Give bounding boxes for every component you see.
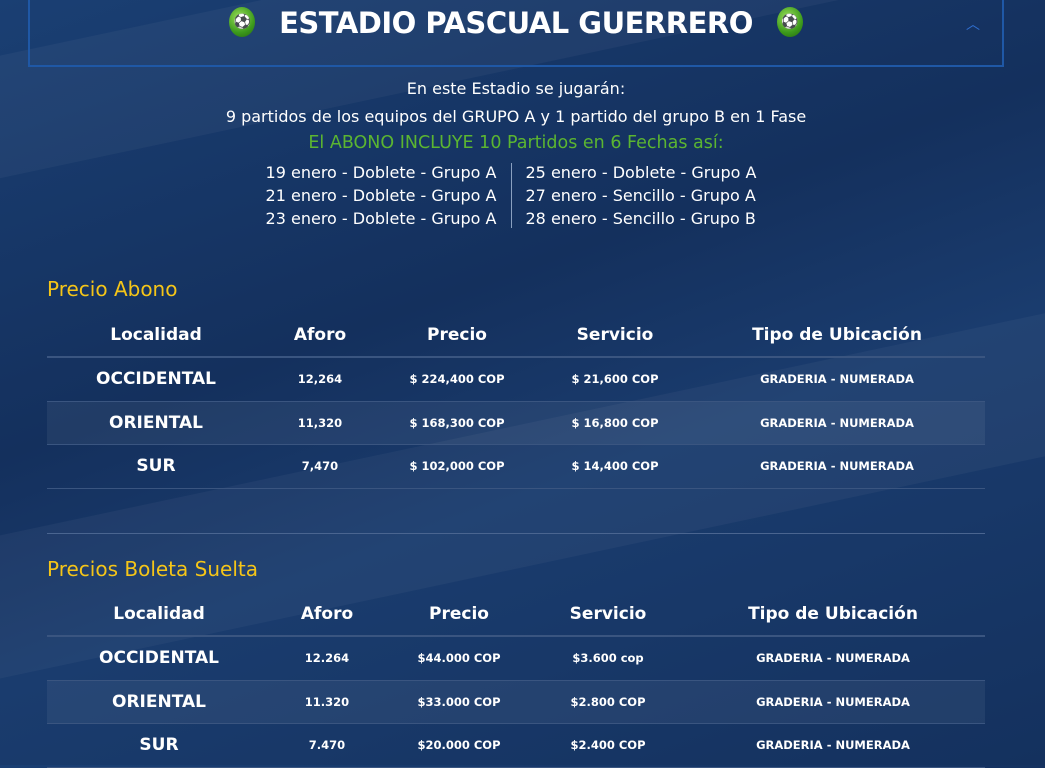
intro-line-1: En este Estadio se jugarán: xyxy=(406,79,626,98)
cell-aforo: 7,470 xyxy=(301,459,339,474)
header-servicio: Servicio xyxy=(569,604,647,624)
section-title-suelta: Precios Boleta Suelta xyxy=(47,557,258,581)
cell-tipo-ubicacion: GRADERIA - NUMERADA xyxy=(760,372,914,387)
cell-aforo: 11,320 xyxy=(297,415,343,430)
table-row: OCCIDENTAL 12,264 $ 224,400 COP $ 21,600 CO… xyxy=(47,358,985,402)
table-row: ORIENTAL 11,320 $ 168,300 COP $ 16,800 COP G… xyxy=(47,401,985,445)
schedule-right: 25 enero - Doblete - Grupo A 27 enero - … xyxy=(512,161,772,230)
cell-servicio: $3.600 cop xyxy=(572,651,644,666)
header-localidad: Localidad xyxy=(110,325,202,345)
cell-servicio: $ 16,800 COP xyxy=(571,415,659,430)
header-precio: Precio xyxy=(429,604,489,624)
header-precio: Precio xyxy=(427,325,487,345)
table-header: Localidad Aforo Precio Servicio Tipo de Ubic… xyxy=(47,593,985,637)
cell-precio: $ 224,400 COP xyxy=(409,372,505,387)
cell-localidad: SUR xyxy=(136,456,176,477)
header-localidad: Localidad xyxy=(113,604,205,624)
header-tipo-ubicacion: Tipo de Ubicación xyxy=(748,604,918,624)
cell-aforo: 12.264 xyxy=(304,651,350,666)
cell-servicio: $ 21,600 COP xyxy=(571,372,659,387)
schedule-item: 19 enero - Doblete - Grupo A xyxy=(265,163,497,182)
header-aforo: Aforo xyxy=(293,325,347,345)
cell-servicio: $2.800 COP xyxy=(570,694,646,709)
cell-tipo-ubicacion: GRADERIA - NUMERADA xyxy=(756,694,910,709)
soccer-player-icon: ⚽ xyxy=(229,7,256,37)
cell-aforo: 11.320 xyxy=(304,694,350,709)
cell-precio: $ 168,300 COP xyxy=(409,415,505,430)
intro-line-2: 9 partidos de los equipos del GRUPO A y … xyxy=(225,107,807,126)
header-aforo: Aforo xyxy=(300,604,354,624)
schedule-item: 28 enero - Sencillo - Grupo B xyxy=(525,209,756,228)
header-servicio: Servicio xyxy=(576,325,654,345)
schedule-item: 27 enero - Sencillo - Grupo A xyxy=(525,186,756,205)
table-row: SUR 7.470 $20.000 COP $2.400 COP GRADERIA - … xyxy=(47,724,985,768)
cell-precio: $20.000 COP xyxy=(417,738,501,753)
schedule-item: 23 enero - Doblete - Grupo A xyxy=(265,209,497,228)
chevron-up-icon[interactable]: ︿ xyxy=(966,17,980,33)
cell-servicio: $ 14,400 COP xyxy=(571,459,659,474)
cell-precio: $44.000 COP xyxy=(417,651,501,666)
table-row: SUR 7,470 $ 102,000 COP $ 14,400 COP GRADERI… xyxy=(47,445,985,489)
schedule-divider xyxy=(510,163,512,228)
schedule-item: 25 enero - Doblete - Grupo A xyxy=(525,163,757,182)
cell-servicio: $2.400 COP xyxy=(570,738,646,753)
cell-tipo-ubicacion: GRADERIA - NUMERADA xyxy=(760,415,914,430)
cell-localidad: ORIENTAL xyxy=(112,691,206,712)
stadium-title: ⚽ ESTADIO PASCUAL GUERRERO ⚽ xyxy=(30,6,1002,40)
cell-localidad: ORIENTAL xyxy=(109,412,203,433)
soccer-player-icon: ⚽ xyxy=(776,7,803,37)
cell-precio: $33.000 COP xyxy=(417,694,501,709)
section-divider xyxy=(47,533,985,534)
header-tipo-ubicacion: Tipo de Ubicación xyxy=(752,325,922,345)
cell-localidad: SUR xyxy=(139,735,179,756)
table-row: ORIENTAL 11.320 $33.000 COP $2.800 COP GRADE… xyxy=(47,680,985,724)
cell-localidad: OCCIDENTAL xyxy=(99,648,219,669)
table-row: OCCIDENTAL 12.264 $44.000 COP $3.600 cop GRA… xyxy=(47,637,985,681)
cell-localidad: OCCIDENTAL xyxy=(96,369,216,390)
stadium-header[interactable]: ⚽ ESTADIO PASCUAL GUERRERO ⚽ ︿ xyxy=(28,0,1004,67)
schedule-item: 21 enero - Doblete - Grupo A xyxy=(265,186,497,205)
cell-aforo: 7.470 xyxy=(308,738,346,753)
cell-tipo-ubicacion: GRADERIA - NUMERADA xyxy=(760,459,914,474)
cell-tipo-ubicacion: GRADERIA - NUMERADA xyxy=(756,738,910,753)
schedule: 19 enero - Doblete - Grupo A 21 enero - … xyxy=(0,161,1032,230)
single-ticket-price-table: Localidad Aforo Precio Servicio Tipo de Ubic… xyxy=(47,593,985,768)
abono-includes: El ABONO INCLUYE 10 Partidos en 6 Fechas… xyxy=(308,133,724,153)
abono-price-table: Localidad Aforo Precio Servicio Tipo de Ubic… xyxy=(47,314,985,489)
table-header: Localidad Aforo Precio Servicio Tipo de Ubic… xyxy=(47,314,985,358)
cell-precio: $ 102,000 COP xyxy=(409,459,505,474)
schedule-left: 19 enero - Doblete - Grupo A 21 enero - … xyxy=(261,161,511,230)
title-text: ESTADIO PASCUAL GUERRERO xyxy=(279,6,753,40)
section-title-abono: Precio Abono xyxy=(47,277,178,301)
cell-aforo: 12,264 xyxy=(297,372,343,387)
cell-tipo-ubicacion: GRADERIA - NUMERADA xyxy=(756,651,910,666)
